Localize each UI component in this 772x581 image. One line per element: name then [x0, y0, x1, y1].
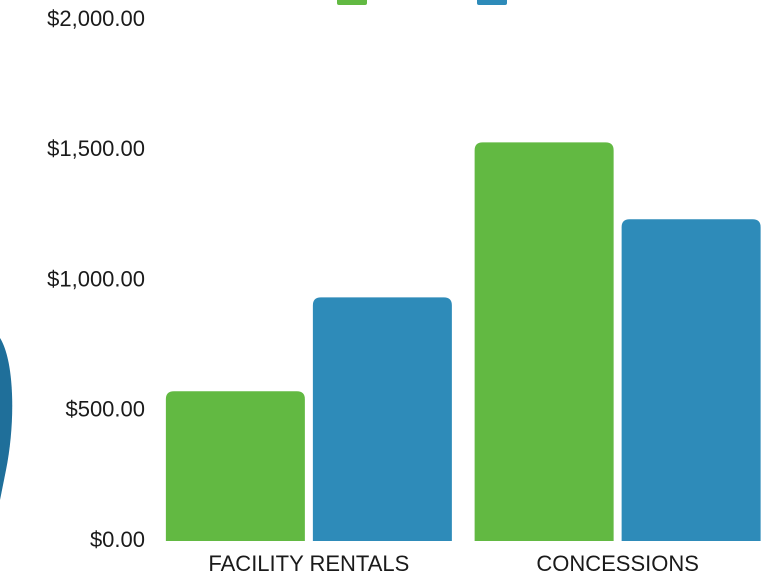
y-tick-label: $1,500.00	[47, 136, 145, 161]
legend-swatch	[477, 0, 507, 5]
bar	[621, 219, 761, 541]
bar	[165, 391, 305, 541]
y-tick-label: $0.00	[90, 527, 145, 552]
bar	[312, 297, 452, 541]
legend-swatch	[337, 0, 367, 5]
decorative-shape	[0, 338, 13, 500]
y-tick-label: $500.00	[65, 397, 145, 422]
x-tick-label: CONCESSIONS	[536, 551, 699, 576]
y-tick-label: $1,000.00	[47, 266, 145, 291]
x-tick-label: FACILITY RENTALS	[208, 551, 409, 576]
y-tick-label: $2,000.00	[47, 6, 145, 31]
bar	[474, 142, 614, 541]
